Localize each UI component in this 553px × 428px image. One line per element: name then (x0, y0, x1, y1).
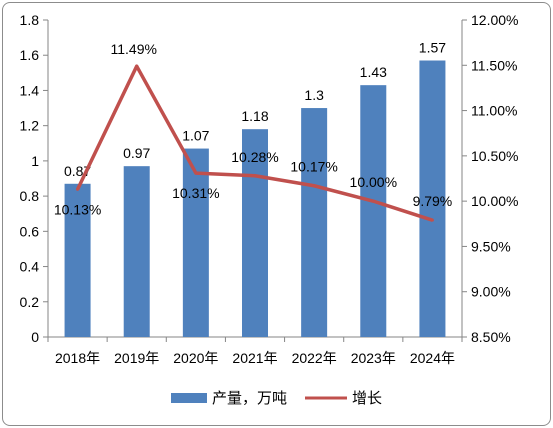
bar-data-label: 0.97 (123, 145, 150, 161)
legend: 产量，万吨 增长 (171, 390, 382, 407)
bar (419, 60, 446, 337)
line-series (75, 64, 434, 222)
bar-data-label: 1.43 (360, 64, 387, 80)
right-axis-tick-label: 11.50% (471, 57, 517, 73)
right-axis-tick-label: 11.00% (471, 103, 517, 119)
bar (301, 108, 328, 337)
bar-data-label: 1.07 (182, 128, 209, 144)
line-data-label: 10.28% (231, 149, 278, 165)
line-point (194, 171, 198, 175)
right-axis-tick-label: 9.00% (471, 284, 511, 300)
right-axis-tick-label: 9.50% (471, 238, 511, 254)
left-axis-tick-label: 0.8 (20, 188, 40, 204)
x-axis-tick-label: 2019年 (114, 350, 159, 366)
line-data-label: 10.00% (350, 174, 397, 190)
bar (360, 85, 387, 338)
x-axis-tick-label: 2020年 (173, 350, 218, 366)
x-axis-tick-label: 2018年 (55, 350, 100, 366)
line-data-label: 9.79% (413, 193, 453, 209)
right-axis-tick-label: 8.50% (471, 329, 511, 345)
line-point (135, 64, 139, 68)
bar (123, 166, 150, 337)
left-axis-tick-label: 1.8 (20, 12, 40, 28)
bar (242, 129, 268, 337)
left-axis-tick-label: 1.6 (20, 47, 40, 63)
line-point (253, 174, 257, 178)
line-point (76, 187, 80, 191)
right-axis-tick-label: 10.50% (471, 148, 518, 164)
bar-data-label: 1.3 (304, 87, 324, 103)
left-axis-tick-label: 0 (31, 329, 39, 345)
legend-label-line: 增长 (352, 390, 382, 407)
left-axis-tick-label: 0.6 (20, 223, 40, 239)
legend-swatch-bar (171, 393, 207, 403)
line-point (430, 218, 434, 222)
left-axis-tick-label: 1 (31, 153, 39, 169)
bar-data-label: 1.57 (419, 40, 446, 56)
left-axis-tick-label: 0.4 (20, 259, 40, 275)
right-axis-tick-label: 10.00% (471, 193, 518, 209)
left-axis-tick-label: 1.2 (20, 118, 40, 134)
x-axis-tick-label: 2024年 (410, 350, 455, 366)
bar (182, 148, 209, 337)
left-axis-tick-label: 1.4 (20, 82, 40, 98)
x-axis-tick-label: 2023年 (351, 350, 396, 366)
axes: 0 0.2 0.4 0.6 0.8 1 1.2 1.4 1.6 1.8 8.50% 9.00% 9.50… (20, 12, 519, 366)
right-axis-tick-label: 12.00% (471, 12, 518, 28)
line-data-label: 10.31% (172, 185, 219, 201)
line-point (371, 199, 375, 203)
line-data-labels: 10.13% 11.49% 10.31% 10.28% 10.17% 10.00% 9.79… (54, 41, 452, 217)
x-axis-tick-label: 2022年 (292, 350, 337, 366)
line-data-label: 10.13% (54, 201, 101, 217)
bar-data-label: 1.18 (241, 108, 268, 124)
line-data-label: 10.17% (290, 159, 337, 175)
x-axis-tick-label: 2021年 (232, 350, 277, 366)
bar (64, 183, 91, 337)
bar-series (64, 60, 446, 338)
legend-label-bar: 产量，万吨 (212, 390, 287, 407)
line-data-label: 11.49% (110, 41, 156, 57)
left-axis-tick-label: 0.2 (20, 294, 40, 310)
line-point (312, 184, 316, 188)
